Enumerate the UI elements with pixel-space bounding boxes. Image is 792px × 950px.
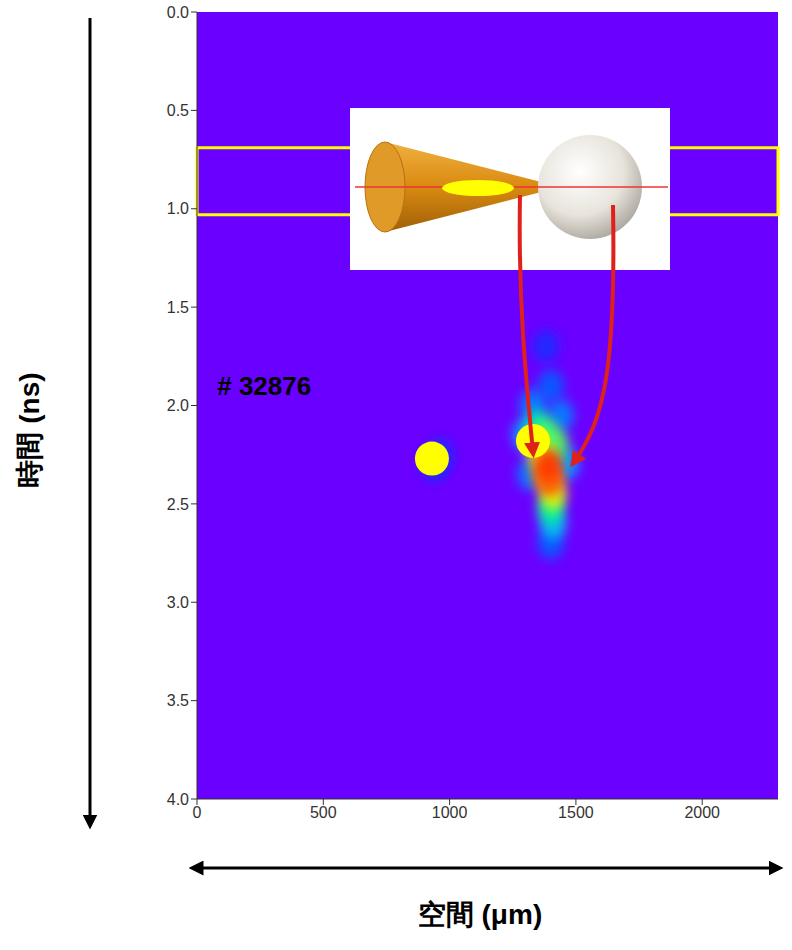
svg-text:1.0: 1.0 bbox=[167, 200, 189, 217]
html-text:空間 (μm): 空間 (μm) bbox=[417, 899, 543, 930]
svg-text:2.5: 2.5 bbox=[167, 496, 189, 513]
svg-text:2000: 2000 bbox=[684, 804, 720, 821]
svg-text:1000: 1000 bbox=[432, 804, 468, 821]
svg-text:1500: 1500 bbox=[558, 804, 594, 821]
html-text:# 32876: # 32876 bbox=[217, 370, 312, 401]
svg-text:4.0: 4.0 bbox=[167, 791, 189, 808]
svg-text:2.0: 2.0 bbox=[167, 397, 189, 414]
svg-text:3.5: 3.5 bbox=[167, 692, 189, 709]
svg-text:0.5: 0.5 bbox=[167, 102, 189, 119]
svg-text:0: 0 bbox=[193, 804, 202, 821]
svg-text:500: 500 bbox=[310, 804, 337, 821]
svg-text:1.5: 1.5 bbox=[167, 299, 189, 316]
svg-text:0.0: 0.0 bbox=[167, 4, 189, 21]
svg-text:3.0: 3.0 bbox=[167, 594, 189, 611]
html-text:時間 (ns): 時間 (ns) bbox=[14, 372, 45, 488]
